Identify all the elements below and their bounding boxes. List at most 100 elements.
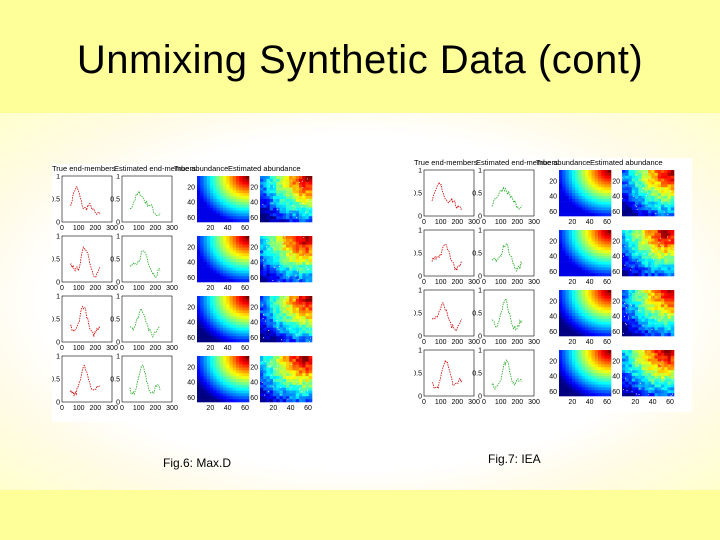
spectrum-plot: 0 0.5 1 0 100 200 300 [110,174,178,232]
map-y-tick-label: 20 [187,304,195,311]
endmember-curve [431,181,463,210]
x-tick-label: 100 [495,279,507,286]
spectrum-plot: 0 0.5 1 0 100 200 300 [472,168,540,226]
map-y-tick-label: 60 [612,389,620,396]
map-y-tick-label: 60 [187,275,195,282]
x-tick-label: 200 [451,219,463,226]
abundance-map: 20 40 60 20 40 60 [612,350,675,406]
x-tick-label: 200 [511,219,523,226]
spectrum-plot: 0 0.5 1 0 100 200 300 [52,294,118,353]
abundance-map: 20 40 60 20 40 60 [549,350,612,406]
map-y-tick-label: 60 [549,389,557,396]
column-header-3: Estimated abundance [590,158,663,167]
abundance-map: 20 40 60 [612,230,675,277]
y-tick-label: 0.5 [472,371,482,378]
y-tick-label: 0.5 [472,191,482,198]
map-x-tick-label: 60 [603,219,611,226]
map-x-tick-label: 20 [568,399,576,406]
map-y-tick-label: 60 [250,335,258,342]
x-tick-label: 100 [133,345,145,352]
endmember-curve [129,249,161,278]
column-header-2: True abundance [174,164,229,173]
abundance-map: 20 40 60 [612,170,675,217]
map-x-tick-label: 20 [568,219,576,226]
abundance-map: 20 40 60 20 40 60 [187,356,250,412]
y-tick-label: 0 [418,274,422,281]
map-y-tick-label: 20 [612,298,620,305]
map-x-tick-label: 40 [287,405,295,412]
map-x-tick-label: 20 [568,279,576,286]
y-tick-label: 1 [116,234,120,241]
y-tick-label: 1 [418,228,422,235]
y-tick-label: 1 [116,354,120,361]
endmember-curve [129,307,161,338]
column-header-1: Estimated end-members [114,164,196,173]
y-tick-label: 0.5 [110,377,120,384]
map-y-tick-label: 60 [250,215,258,222]
x-tick-label: 0 [482,339,486,346]
map-y-tick-label: 40 [549,254,557,261]
slide-title: Unmixing Synthetic Data (cont) [76,38,644,82]
endmember-curve [129,364,161,396]
map-y-tick-label: 40 [187,380,195,387]
x-tick-label: 0 [60,285,64,292]
x-tick-label: 200 [149,225,161,232]
y-tick-label: 1 [116,174,120,181]
x-tick-label: 100 [73,405,85,412]
endmember-curve [491,243,523,273]
x-tick-label: 300 [106,405,118,412]
map-y-tick-label: 60 [612,329,620,336]
map-y-tick-label: 60 [549,269,557,276]
x-tick-label: 300 [106,225,118,232]
map-x-tick-label: 60 [241,405,249,412]
endmember-curve [69,364,101,397]
map-x-tick-label: 40 [586,339,594,346]
y-tick-label: 0.5 [414,311,422,318]
spectrum-plot: 0 0.5 1 0 100 200 300 [414,348,480,407]
y-tick-label: 0 [478,394,482,401]
endmember-curve [431,243,463,272]
y-tick-label: 1 [56,354,60,361]
abundance-map: 20 40 60 20 40 60 [187,236,250,292]
x-tick-label: 0 [120,405,124,412]
map-x-tick-label: 20 [269,405,277,412]
x-tick-label: 100 [73,225,85,232]
spectrum-plot: 0 0.5 1 0 100 200 300 [414,168,480,226]
figure-caption-iea: Fig.7: IEA [488,452,541,466]
x-tick-label: 300 [106,285,118,292]
map-x-tick-label: 60 [304,405,312,412]
x-tick-label: 200 [451,399,463,406]
spectrum-plot: 0 0.5 1 0 100 200 300 [472,348,540,407]
map-x-tick-label: 20 [206,225,214,232]
x-tick-label: 200 [89,285,101,292]
x-tick-label: 0 [120,225,124,232]
spectrum-plot: 0 0.5 1 0 100 200 300 [52,354,118,413]
spectrum-plot: 0 0.5 1 0 100 200 300 [110,354,178,413]
map-x-tick-label: 60 [666,399,674,406]
y-tick-label: 0 [56,220,60,227]
x-tick-label: 100 [435,219,447,226]
map-y-tick-label: 60 [549,329,557,336]
y-tick-label: 0.5 [472,311,482,318]
map-x-tick-label: 20 [631,399,639,406]
map-y-tick-label: 20 [549,298,557,305]
map-y-tick-label: 60 [612,209,620,216]
map-y-tick-label: 60 [549,209,557,216]
column-header-0: True end-members [414,158,478,167]
x-tick-label: 200 [89,405,101,412]
y-tick-label: 0.5 [52,317,60,324]
abundance-map: 20 40 60 20 40 60 [187,176,250,232]
x-tick-label: 100 [435,399,447,406]
y-tick-label: 0.5 [110,317,120,324]
map-x-tick-label: 20 [206,285,214,292]
y-tick-label: 1 [418,348,422,355]
spectrum-plot: 0 0.5 1 0 100 200 300 [110,234,178,293]
map-y-tick-label: 20 [549,178,557,185]
x-tick-label: 0 [60,345,64,352]
map-y-tick-label: 60 [250,275,258,282]
x-tick-label: 200 [511,339,523,346]
y-tick-label: 0 [56,340,60,347]
y-tick-label: 1 [56,174,60,181]
x-tick-label: 200 [149,345,161,352]
